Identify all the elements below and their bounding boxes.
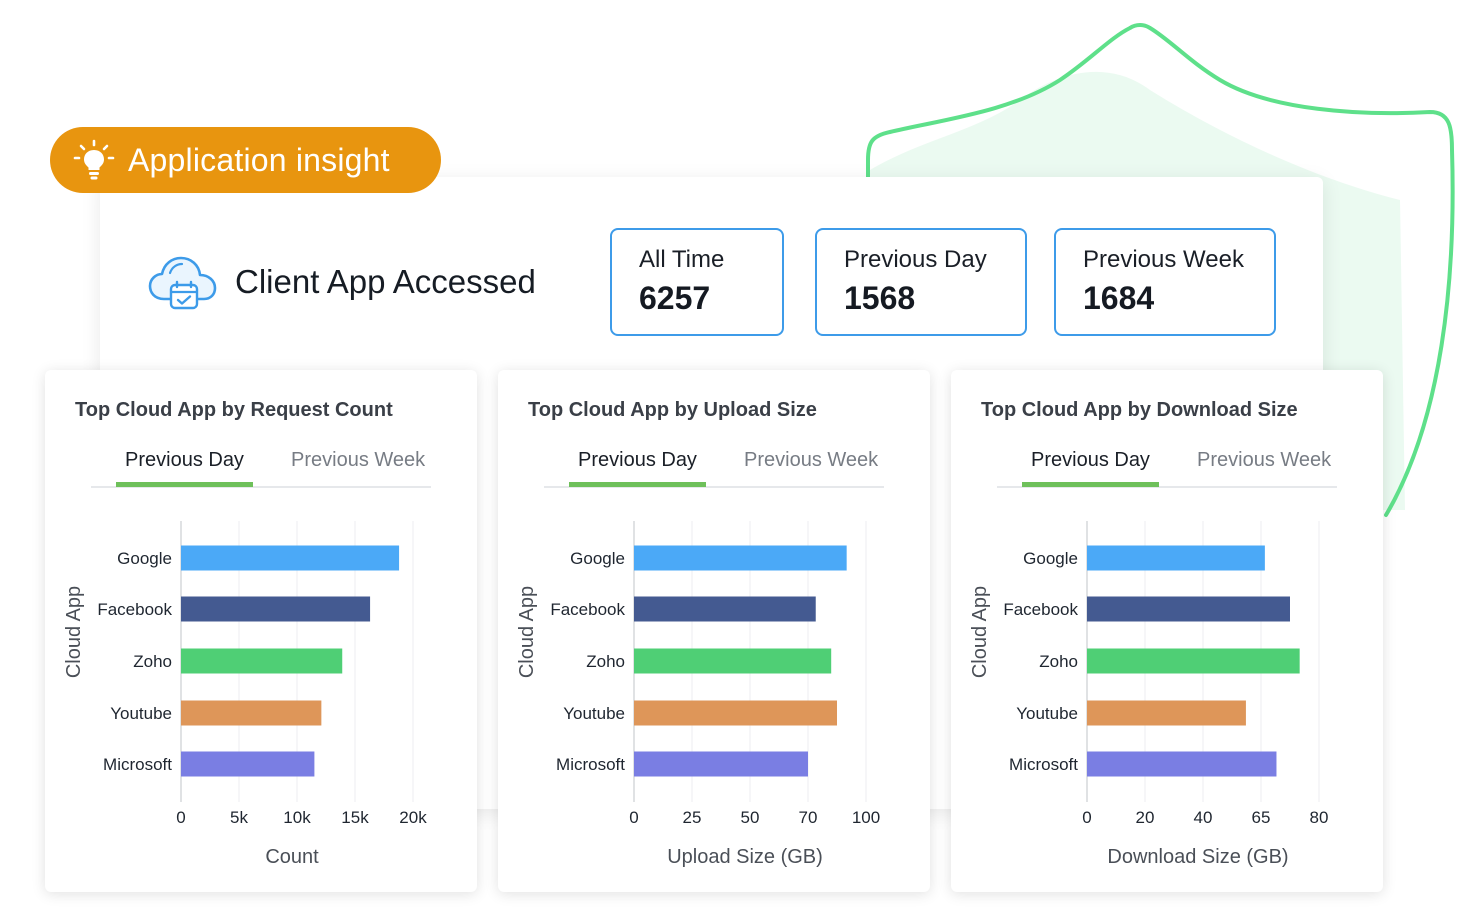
tick-label: 50 [741,808,760,827]
category-label: Zoho [133,652,172,671]
bar-google [1087,545,1265,571]
tick-label: 0 [176,808,185,827]
tab-previous-week[interactable]: Previous Week [744,449,879,471]
tick-label: 70 [799,808,818,827]
bar-youtube [634,700,837,726]
category-label: Microsoft [556,755,625,774]
badge-label: Application insight [128,141,390,178]
x-axis-label: Upload Size (GB) [667,846,823,868]
bar-chart: Google Facebook Zoho Youtube Microsoft 0 25 50 7… [516,521,880,868]
bar-microsoft [1087,751,1277,777]
bar-microsoft [181,751,315,777]
stat-card-previous-week: Previous Week 1684 [1054,228,1276,336]
x-axis-label: Count [265,846,319,868]
bar-facebook [1087,596,1290,622]
tick-label: 10k [283,808,311,827]
tick-label: 0 [629,808,638,827]
stat-value: 1568 [844,280,916,316]
chart-card-upload-size: Top Cloud App by Upload Size Previous Da… [498,370,930,892]
tab-previous-day[interactable]: Previous Day [125,449,244,471]
tick-label: 20k [399,808,427,827]
tick-label: 15k [341,808,369,827]
chart-tabs: Previous Day Previous Week [544,449,884,488]
bar-google [181,545,400,571]
stat-card-previous-day: Previous Day 1568 [815,228,1027,336]
tab-previous-week[interactable]: Previous Week [1197,449,1332,471]
x-axis-label: Download Size (GB) [1107,846,1288,868]
bar-youtube [1087,700,1246,726]
category-label: Facebook [1003,600,1078,619]
bar-zoho [1087,648,1300,674]
lightbulb-icon [73,139,115,180]
application-insight-badge: Application insight [50,127,441,193]
stat-label: All Time [639,246,725,273]
chart-title: Top Cloud App by Upload Size [528,399,817,421]
bar-chart: Google Facebook Zoho Youtube Microsoft 0 20 40 6… [969,521,1329,868]
tab-previous-day[interactable]: Previous Day [578,449,697,471]
stat-value: 6257 [639,280,711,316]
chart-title: Top Cloud App by Download Size [981,399,1298,421]
tick-label: 20 [1136,808,1155,827]
chart-card-download-size: Top Cloud App by Download Size Previous … [951,370,1383,892]
category-label: Facebook [97,600,172,619]
chart-tabs: Previous Day Previous Week [91,449,431,488]
bar-microsoft [634,751,808,777]
active-tab-indicator [116,482,253,487]
tick-label: 25 [683,808,702,827]
cloud-calendar-icon [148,256,217,310]
active-tab-indicator [1022,482,1159,487]
tick-label: 100 [852,808,880,827]
tab-previous-day[interactable]: Previous Day [1031,449,1150,471]
tick-label: 40 [1194,808,1213,827]
category-label: Zoho [586,652,625,671]
bar-zoho [634,648,832,674]
tab-previous-week[interactable]: Previous Week [291,449,426,471]
chart-card-request-count: Top Cloud App by Request Count Previous … [45,370,477,892]
y-axis-label: Cloud App [969,586,991,678]
y-axis-label: Cloud App [516,586,538,678]
tick-label: 0 [1082,808,1091,827]
category-label: Microsoft [1009,755,1078,774]
page-title: Client App Accessed [235,263,536,300]
category-label: Zoho [1039,652,1078,671]
stat-value: 1684 [1083,280,1155,316]
category-label: Google [117,549,172,568]
category-label: Youtube [110,704,172,723]
bar-facebook [634,596,816,622]
stat-label: Previous Week [1083,246,1244,273]
category-label: Microsoft [103,755,172,774]
category-label: Youtube [1016,704,1078,723]
category-label: Youtube [563,704,625,723]
category-label: Facebook [550,600,625,619]
bar-zoho [181,648,343,674]
stat-label: Previous Day [844,246,987,273]
stat-card-all-time: All Time 6257 [610,228,784,336]
chart-title: Top Cloud App by Request Count [75,399,393,421]
y-axis-label: Cloud App [63,586,85,678]
bar-chart: Google Facebook Zoho Youtube Microsoft 0 5k 10k… [63,521,427,868]
bar-facebook [181,596,371,622]
tick-label: 80 [1310,808,1329,827]
chart-tabs: Previous Day Previous Week [997,449,1337,488]
category-label: Google [1023,549,1078,568]
tick-label: 65 [1252,808,1271,827]
bar-google [634,545,847,571]
tick-label: 5k [230,808,248,827]
category-label: Google [570,549,625,568]
bar-youtube [181,700,322,726]
active-tab-indicator [569,482,706,487]
